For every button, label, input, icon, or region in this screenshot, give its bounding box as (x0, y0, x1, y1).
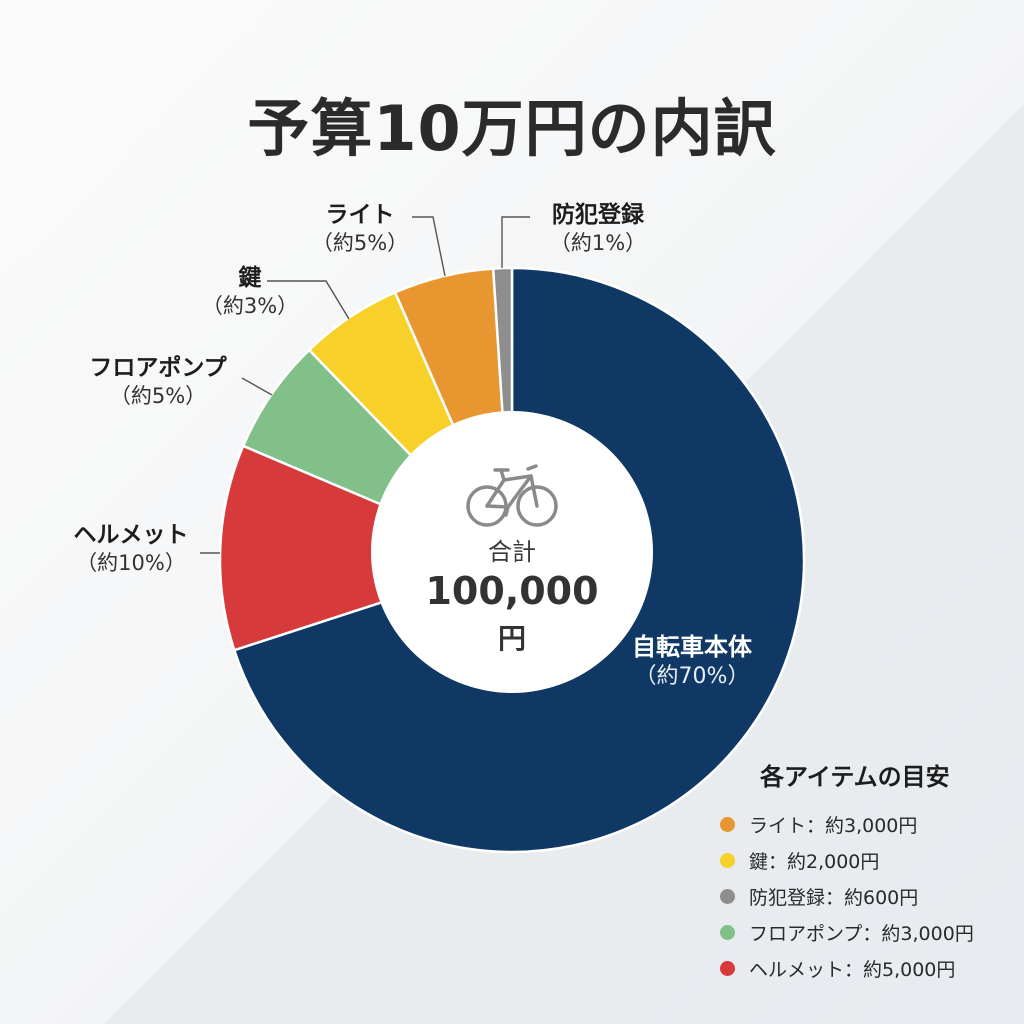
legend-dot-icon (720, 960, 735, 976)
label-floor-pump-name: フロアポンプ (89, 355, 227, 381)
label-lock: 鍵 （約3%） (190, 264, 310, 319)
total-unit: 円 (497, 622, 526, 655)
label-helmet: ヘルメット （約10%） (58, 521, 204, 576)
legend-dot-icon (720, 924, 735, 940)
label-light: ライト （約5%） (300, 201, 420, 256)
legend-item-text: 鍵：約2,000円 (749, 850, 880, 873)
total-amount: 100,000 (425, 569, 599, 613)
legend: 各アイテムの目安 ライト：約3,000円 鍵：約2,000円 防犯登録：約600… (720, 757, 974, 986)
legend-title: 各アイテムの目安 (760, 763, 950, 791)
label-lock-pct: （約3%） (201, 293, 299, 318)
legend-item-text: ヘルメット：約5,000円 (749, 958, 956, 981)
legend-dot-icon (720, 816, 735, 832)
leader-lines (200, 216, 530, 554)
label-crime-registration-pct: （約1%） (549, 230, 647, 255)
label-light-name: ライト (325, 202, 395, 228)
legend-item-text: フロアポンプ：約3,000円 (749, 922, 974, 945)
label-bicycle-body-name: 自転車本体 (632, 633, 752, 661)
legend-item-text: 防犯登録：約600円 (749, 886, 919, 909)
label-crime-registration-name: 防犯登録 (552, 202, 644, 228)
label-helmet-name: ヘルメット (73, 522, 189, 548)
label-crime-registration: 防犯登録 （約1%） (528, 201, 668, 256)
bicycle-icon (466, 464, 558, 527)
legend-item-light: ライト：約3,000円 (720, 806, 974, 842)
donut-center: 合計 100,000 円 (412, 460, 612, 657)
legend-item-crime-registration: 防犯登録：約600円 (720, 878, 974, 914)
label-bicycle-body: 自転車本体 （約70%） (612, 632, 772, 692)
legend-item-helmet: ヘルメット：約5,000円 (720, 950, 974, 986)
label-helmet-pct: （約10%） (76, 550, 186, 575)
label-lock-name: 鍵 (238, 265, 262, 291)
legend-item-lock: 鍵：約2,000円 (720, 842, 974, 878)
legend-dot-icon (720, 888, 735, 904)
label-light-pct: （約5%） (311, 230, 409, 255)
label-bicycle-body-pct: （約70%） (634, 664, 750, 690)
total-value: 100,000 円 (412, 569, 612, 657)
chart-title: 予算10万円の内訳 (247, 92, 777, 165)
slice-helmet[interactable] (218, 444, 516, 652)
legend-dot-icon (720, 852, 735, 868)
legend-item-text: ライト：約3,000円 (749, 814, 918, 837)
donut-hole (371, 411, 653, 693)
legend-item-floor-pump: フロアポンプ：約3,000円 (720, 914, 974, 950)
label-floor-pump: フロアポンプ （約5%） (68, 354, 248, 409)
total-label: 合計 (488, 538, 536, 566)
label-floor-pump-pct: （約5%） (109, 383, 207, 408)
